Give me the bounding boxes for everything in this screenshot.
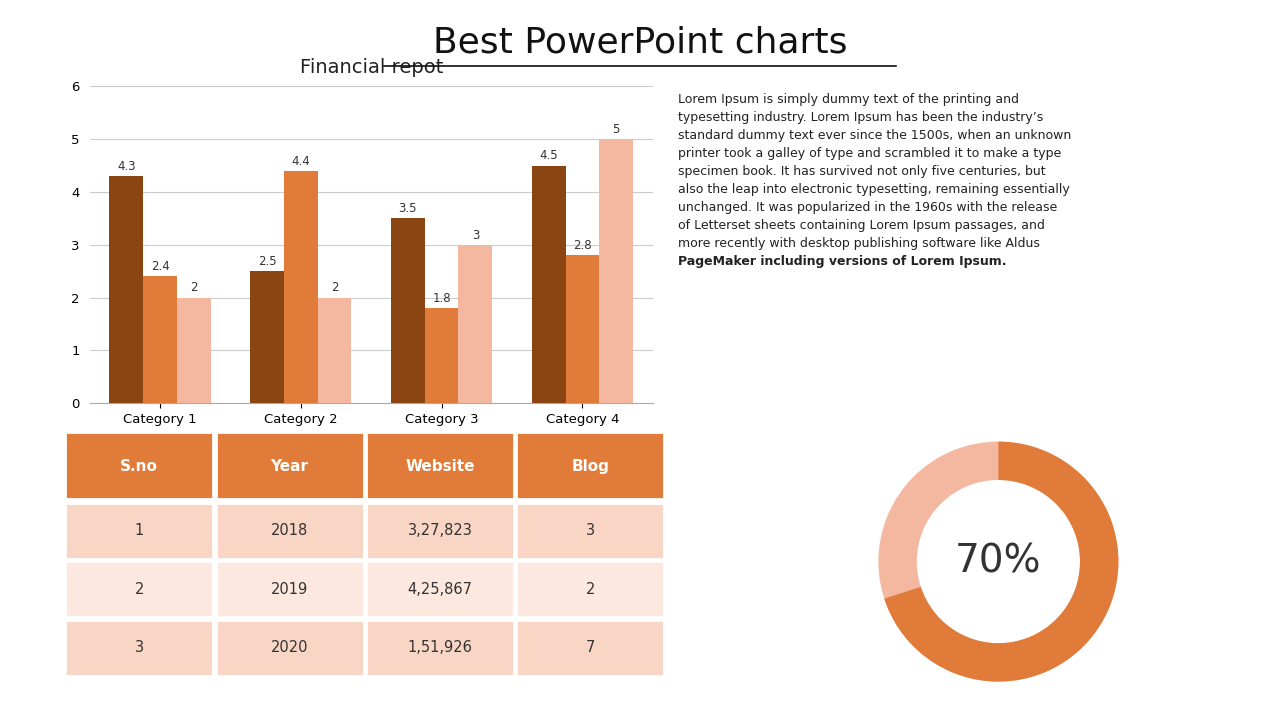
FancyBboxPatch shape — [366, 503, 515, 559]
FancyBboxPatch shape — [366, 432, 515, 498]
Text: 4,25,867: 4,25,867 — [407, 582, 472, 597]
Text: 1: 1 — [134, 523, 143, 538]
Text: 3: 3 — [472, 229, 479, 242]
Text: PageMaker including versions of Lorem Ipsum.: PageMaker including versions of Lorem Ip… — [678, 93, 1007, 268]
Text: 2.4: 2.4 — [151, 261, 169, 274]
FancyBboxPatch shape — [516, 561, 664, 617]
Text: S.no: S.no — [120, 459, 159, 474]
Bar — [566, 256, 599, 403]
FancyBboxPatch shape — [516, 620, 664, 676]
Bar — [458, 245, 493, 403]
Text: 2: 2 — [586, 582, 595, 597]
Bar — [425, 308, 458, 403]
Text: 7: 7 — [586, 640, 595, 655]
Bar — [317, 297, 352, 403]
Bar — [177, 297, 211, 403]
FancyBboxPatch shape — [215, 561, 364, 617]
FancyBboxPatch shape — [366, 620, 515, 676]
Wedge shape — [884, 441, 1119, 682]
Text: 3.5: 3.5 — [398, 202, 417, 215]
Text: 5: 5 — [613, 123, 620, 136]
Text: 2.5: 2.5 — [257, 255, 276, 268]
Bar — [531, 166, 566, 403]
FancyBboxPatch shape — [215, 620, 364, 676]
Text: 3: 3 — [586, 523, 595, 538]
FancyBboxPatch shape — [215, 503, 364, 559]
Text: Website: Website — [406, 459, 475, 474]
Bar — [143, 276, 177, 403]
Wedge shape — [878, 441, 1119, 682]
Text: 2: 2 — [189, 282, 197, 294]
Bar — [599, 139, 634, 403]
Text: 4.5: 4.5 — [539, 150, 558, 163]
Text: 4.3: 4.3 — [116, 160, 136, 173]
Text: 2020: 2020 — [271, 640, 308, 655]
Title: Financial repot: Financial repot — [300, 58, 443, 76]
FancyBboxPatch shape — [516, 432, 664, 498]
Text: 4.4: 4.4 — [292, 155, 310, 168]
FancyBboxPatch shape — [65, 432, 214, 498]
Text: Best PowerPoint charts: Best PowerPoint charts — [433, 25, 847, 59]
Text: 2: 2 — [134, 582, 143, 597]
Bar — [390, 218, 425, 403]
Text: 1.8: 1.8 — [433, 292, 451, 305]
FancyBboxPatch shape — [366, 561, 515, 617]
FancyBboxPatch shape — [65, 503, 214, 559]
FancyBboxPatch shape — [516, 503, 664, 559]
Text: Year: Year — [270, 459, 308, 474]
Text: 70%: 70% — [955, 543, 1042, 580]
Text: 2.8: 2.8 — [573, 239, 591, 252]
FancyBboxPatch shape — [65, 561, 214, 617]
FancyBboxPatch shape — [65, 620, 214, 676]
Text: Blog: Blog — [571, 459, 609, 474]
Text: Lorem Ipsum is simply dummy text of the printing and
typesetting industry. Lorem: Lorem Ipsum is simply dummy text of the … — [678, 93, 1071, 268]
Text: 3,27,823: 3,27,823 — [407, 523, 472, 538]
Text: 2018: 2018 — [271, 523, 308, 538]
Text: 2: 2 — [330, 282, 338, 294]
Text: 2019: 2019 — [271, 582, 308, 597]
Bar — [284, 171, 317, 403]
Text: 1,51,926: 1,51,926 — [407, 640, 472, 655]
FancyBboxPatch shape — [215, 432, 364, 498]
Bar — [250, 271, 284, 403]
Text: 3: 3 — [134, 640, 143, 655]
Bar — [109, 176, 143, 403]
